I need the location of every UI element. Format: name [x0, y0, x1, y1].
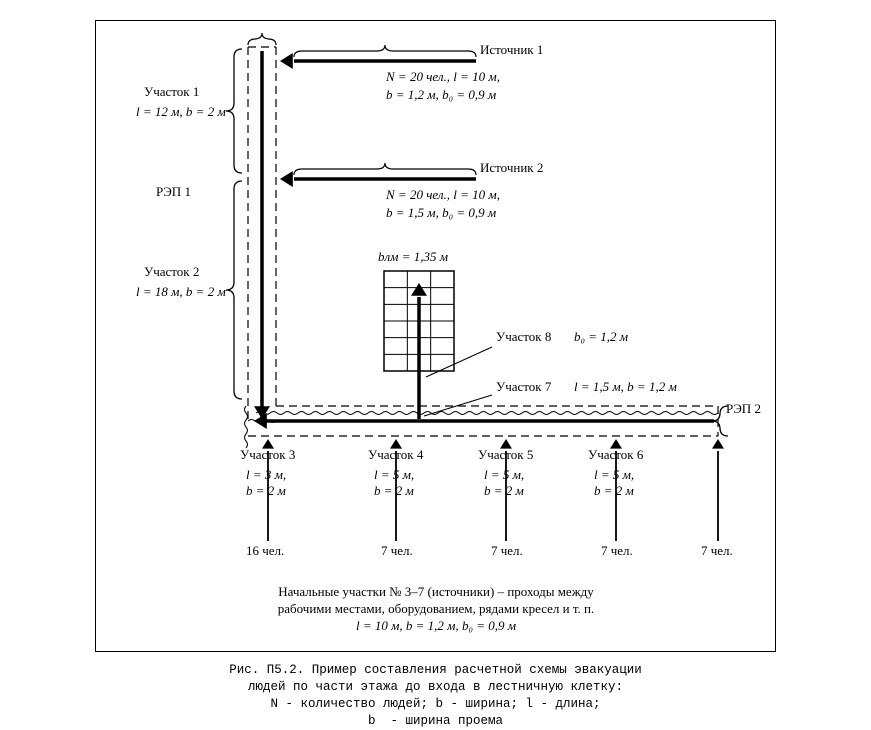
svg-text:b = 2 м: b = 2 м [246, 483, 286, 498]
svg-text:7 чел.: 7 чел. [601, 543, 633, 558]
diagram-svg: Участок 1 l = 12 м, b = 2 м РЭП 1 Участок 2… [96, 21, 776, 651]
diagram-frame: Участок 1 l = 12 м, b = 2 м РЭП 1 Участок 2… [95, 20, 776, 652]
svg-text:рабочими местами, оборудование: рабочими местами, оборудованием, рядами … [278, 601, 595, 616]
svg-text:b = 2 м: b = 2 м [594, 483, 634, 498]
svg-text:7 чел.: 7 чел. [491, 543, 523, 558]
svg-text:b = 1,2 м, b₀ = 0,9 м: b = 1,2 м, b₀ = 0,9 м [386, 87, 496, 102]
cap-l2: людей по части этажа до входа в лестничн… [248, 680, 623, 694]
svg-text:Участок 1: Участок 1 [144, 84, 199, 99]
cap-l4: b - ширина проема [368, 714, 503, 728]
svg-text:l = 12 м, b = 2 м: l = 12 м, b = 2 м [136, 104, 226, 119]
cap-l3: N - количество людей; b - ширина; l - дл… [270, 697, 600, 711]
svg-text:7 чел.: 7 чел. [381, 543, 413, 558]
svg-text:l = 5 м,: l = 5 м, [594, 467, 634, 482]
svg-text:7 чел.: 7 чел. [701, 543, 733, 558]
cap-l1: Рис. П5.2. Пример составления расчетной … [229, 663, 642, 677]
svg-text:Участок 7: Участок 7 [496, 379, 552, 394]
svg-text:Участок 2: Участок 2 [144, 264, 199, 279]
svg-text:16 чел.: 16 чел. [246, 543, 284, 558]
svg-text:l = 3 м,: l = 3 м, [246, 467, 286, 482]
svg-text:N = 20 чел., l = 10 м,: N = 20 чел., l = 10 м, [385, 69, 500, 84]
svg-text:l = 5 м,: l = 5 м, [484, 467, 524, 482]
svg-text:l = 10 м, b = 1,2 м, b₀ = 0,9: l = 10 м, b = 1,2 м, b₀ = 0,9 м [356, 618, 516, 633]
svg-text:b = 2 м: b = 2 м [484, 483, 524, 498]
svg-text:Участок 5: Участок 5 [478, 447, 533, 462]
svg-text:Источник 2: Источник 2 [480, 160, 543, 175]
svg-text:bлм = 1,35 м: bлм = 1,35 м [378, 249, 448, 264]
svg-text:b = 1,5 м, b₀ = 0,9 м: b = 1,5 м, b₀ = 0,9 м [386, 205, 496, 220]
svg-text:b = 2 м: b = 2 м [374, 483, 414, 498]
svg-text:РЭП 2: РЭП 2 [726, 401, 761, 416]
svg-text:Источник 1: Источник 1 [480, 42, 543, 57]
svg-text:b₀ = 1,2 м: b₀ = 1,2 м [574, 329, 628, 344]
svg-text:РЭП 1: РЭП 1 [156, 184, 191, 199]
svg-text:l = 5 м,: l = 5 м, [374, 467, 414, 482]
svg-text:Участок 6: Участок 6 [588, 447, 644, 462]
figure-caption: Рис. П5.2. Пример составления расчетной … [95, 662, 776, 730]
svg-text:Участок 3: Участок 3 [240, 447, 295, 462]
svg-text:Участок 4: Участок 4 [368, 447, 424, 462]
svg-text:Участок 8: Участок 8 [496, 329, 551, 344]
svg-text:Начальные участки № 3–7 (источ: Начальные участки № 3–7 (источники) – пр… [278, 584, 594, 599]
svg-text:l = 18 м, b = 2 м: l = 18 м, b = 2 м [136, 284, 226, 299]
svg-text:l = 1,5 м, b = 1,2 м: l = 1,5 м, b = 1,2 м [574, 379, 677, 394]
svg-text:N = 20 чел., l = 10 м,: N = 20 чел., l = 10 м, [385, 187, 500, 202]
